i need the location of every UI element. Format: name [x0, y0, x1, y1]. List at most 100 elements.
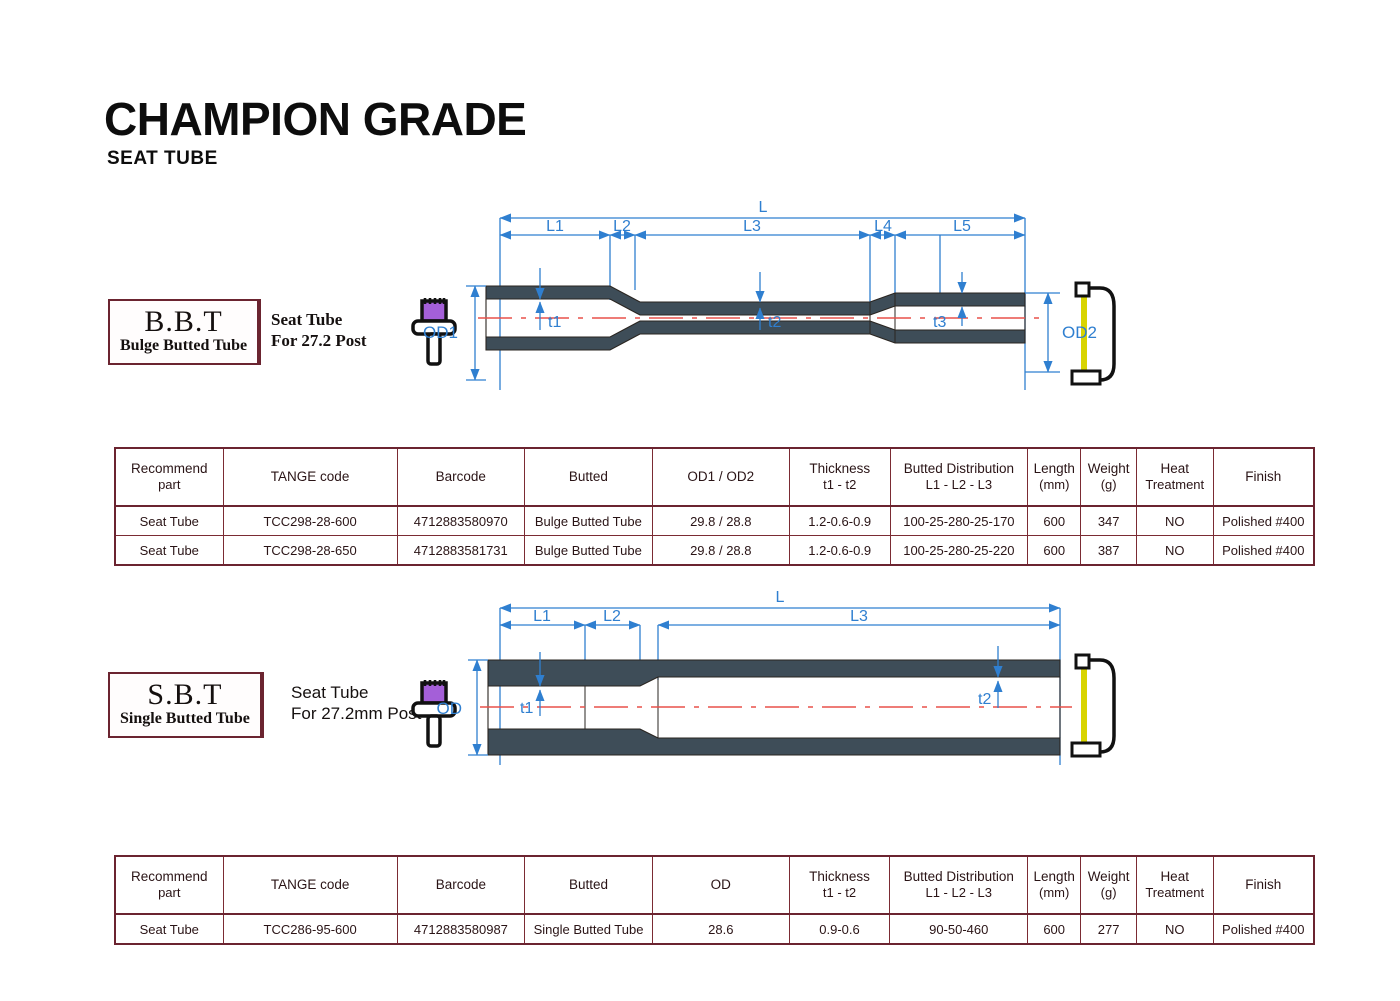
cell-barcode: 4712883580987 — [396, 913, 526, 945]
col-weight: Weight (g) — [1080, 447, 1137, 507]
col-weight: Weight (g) — [1080, 855, 1137, 915]
cell-barcode: 4712883580970 — [396, 505, 526, 536]
col-recommend-part: Recommend part — [114, 447, 224, 507]
cell-butted: Bulge Butted Tube — [524, 535, 653, 566]
cell-od: 28.6 — [651, 913, 790, 945]
sbt-label-L1: L1 — [533, 608, 551, 625]
cell-heat-treatment: NO — [1135, 505, 1214, 536]
bbt-note-line2: For 27.2 Post — [271, 331, 367, 350]
cell-tange-code: TCC298-28-650 — [222, 535, 398, 566]
sbt-label-L2: L2 — [603, 608, 621, 625]
col-thickness: Thickness t1 - t2 — [788, 447, 891, 507]
sbt-tube-profile — [487, 659, 1061, 756]
cell-length: 600 — [1027, 913, 1082, 945]
sbt-dimension-lines — [499, 603, 1061, 765]
cell-barcode: 4712883581731 — [396, 535, 526, 566]
sbt-label-L3: L3 — [850, 608, 868, 625]
bbt-full-name: Bulge Butted Tube — [120, 337, 248, 355]
bbt-label-t2: t2 — [768, 314, 781, 331]
cell-tange-code: TCC286-95-600 — [222, 913, 398, 945]
cell-butted: Single Butted Tube — [524, 913, 653, 945]
sbt-abbreviation: S.B.T — [147, 678, 223, 712]
sbt-label-t2: t2 — [978, 691, 991, 708]
sbt-note-line1: Seat Tube — [291, 682, 369, 702]
bbt-od-arrows — [466, 285, 1060, 381]
sbt-label-OD: OD — [437, 699, 463, 718]
col-butted: Butted — [524, 855, 653, 915]
cell-heat-treatment: NO — [1135, 535, 1214, 566]
sbt-od-arrows — [468, 659, 488, 756]
cell-tange-code: TCC298-28-600 — [222, 505, 398, 536]
bbt-dimension-lines — [499, 213, 1026, 390]
sbt-full-name: Single Butted Tube — [120, 710, 250, 728]
bbt-label-L3: L3 — [743, 218, 761, 235]
col-barcode: Barcode — [396, 447, 526, 507]
cell-length: 600 — [1027, 535, 1082, 566]
col-butted-distribution: Butted Distribution L1 - L2 - L3 — [889, 855, 1029, 915]
page-subtitle: SEAT TUBE — [107, 148, 218, 169]
hacksaw-icon — [1070, 653, 1116, 758]
polish-brush-icon — [411, 680, 457, 748]
bbt-label-L2: L2 — [613, 218, 631, 235]
bbt-label-L1: L1 — [546, 218, 564, 235]
col-butted-distribution: Butted Distribution L1 - L2 - L3 — [889, 447, 1029, 507]
col-thickness: Thickness t1 - t2 — [788, 855, 891, 915]
col-finish: Finish — [1212, 447, 1315, 507]
table-header-row: Recommend part TANGE code Barcode Butted … — [114, 855, 1315, 915]
table-row: Seat Tube TCC298-28-600 4712883580970 Bu… — [114, 505, 1315, 536]
sbt-spec-table: Recommend part TANGE code Barcode Butted … — [114, 855, 1315, 945]
col-tange-code: TANGE code — [222, 855, 398, 915]
col-recommend-part: Recommend part — [114, 855, 224, 915]
sbt-note-line2: For 27.2mm Post — [291, 704, 422, 723]
bbt-note: Seat Tube For 27.2 Post — [262, 299, 367, 361]
col-barcode: Barcode — [396, 855, 526, 915]
cell-butted: Bulge Butted Tube — [524, 505, 653, 536]
col-heat-treatment: Heat Treatment — [1135, 855, 1214, 915]
cell-finish: Polished #400 — [1212, 535, 1315, 566]
cell-recommend-part: Seat Tube — [114, 505, 224, 536]
polish-brush-icon — [411, 298, 457, 366]
page-title: CHAMPION GRADE — [104, 93, 527, 145]
bbt-label-t3: t3 — [933, 314, 946, 331]
bbt-spec-table: Recommend part TANGE code Barcode Butted … — [114, 447, 1315, 566]
cell-finish: Polished #400 — [1212, 505, 1315, 536]
bbt-label-OD2: OD2 — [1062, 323, 1097, 342]
cell-thickness: 1.2-0.6-0.9 — [788, 505, 891, 536]
sbt-label-L: L — [776, 589, 785, 606]
table-row: Seat Tube TCC286-95-600 4712883580987 Si… — [114, 913, 1315, 945]
sbt-label-t1: t1 — [520, 700, 533, 717]
table-row: Seat Tube TCC298-28-650 4712883581731 Bu… — [114, 535, 1315, 566]
sbt-thickness-arrows — [535, 646, 1003, 716]
bbt-key-box: B.B.T Bulge Butted Tube — [108, 299, 262, 365]
cell-thickness: 0.9-0.6 — [788, 913, 891, 945]
sbt-drawing: L L1 L2 L3 t1 t2 OD — [400, 580, 1140, 790]
cell-butted-distribution: 100-25-280-25-220 — [889, 535, 1029, 566]
bbt-abbreviation: B.B.T — [144, 305, 223, 339]
col-length: Length (mm) — [1027, 855, 1082, 915]
bbt-label-OD1: OD1 — [423, 323, 458, 342]
cell-heat-treatment: NO — [1135, 913, 1214, 945]
table-header-row: Recommend part TANGE code Barcode Butted … — [114, 447, 1315, 507]
sbt-key-box: S.B.T Single Butted Tube — [108, 672, 264, 738]
col-finish: Finish — [1212, 855, 1315, 915]
cell-recommend-part: Seat Tube — [114, 535, 224, 566]
sbt-code-cell: S.B.T Single Butted Tube — [110, 674, 262, 736]
cell-weight: 387 — [1080, 535, 1137, 566]
bbt-thickness-arrows — [535, 268, 967, 330]
cell-od: 29.8 / 28.8 — [651, 535, 790, 566]
col-od: OD1 / OD2 — [651, 447, 790, 507]
sbt-note: Seat Tube For 27.2mm Post — [282, 672, 421, 734]
cell-recommend-part: Seat Tube — [114, 913, 224, 945]
cell-butted-distribution: 100-25-280-25-170 — [889, 505, 1029, 536]
cell-thickness: 1.2-0.6-0.9 — [788, 535, 891, 566]
col-tange-code: TANGE code — [222, 447, 398, 507]
bbt-code-cell: B.B.T Bulge Butted Tube — [110, 301, 260, 363]
bbt-note-line1: Seat Tube — [271, 309, 343, 329]
col-heat-treatment: Heat Treatment — [1135, 447, 1214, 507]
bbt-label-t1: t1 — [548, 314, 561, 331]
cell-butted-distribution: 90-50-460 — [889, 913, 1029, 945]
cell-weight: 277 — [1080, 913, 1137, 945]
col-butted: Butted — [524, 447, 653, 507]
bbt-label-L: L — [759, 199, 768, 216]
cell-od: 29.8 / 28.8 — [651, 505, 790, 536]
